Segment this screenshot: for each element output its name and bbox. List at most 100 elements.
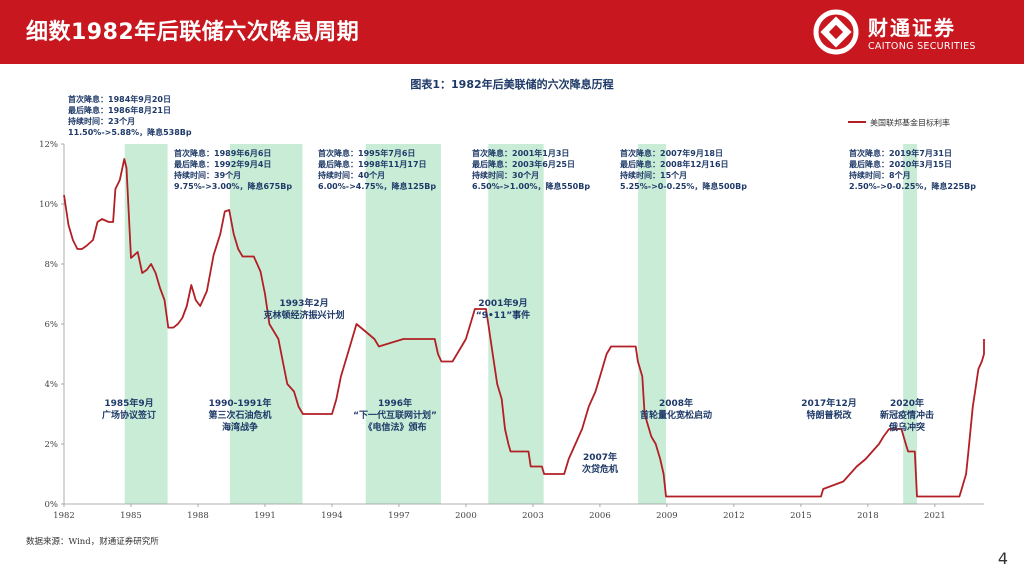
cut-cycle-notes: 首次降息：1984年9月20日最后降息：1986年8月21日持续时间：23个月1… bbox=[68, 94, 976, 191]
event-annotation-line: “9•11”事件 bbox=[476, 309, 530, 321]
x-tick-label: 2003 bbox=[522, 511, 544, 521]
chart-legend: 美国联邦基金目标利率 bbox=[848, 118, 950, 128]
cut-period-shade-1 bbox=[124, 144, 168, 504]
event-annotation-line: 1985年9月 bbox=[104, 397, 153, 409]
cut-cycle-note-6: 首次降息：2019年7月31日最后降息：2020年3月15日持续时间：8个月2.… bbox=[849, 148, 976, 191]
x-tick-label: 1985 bbox=[120, 511, 142, 521]
y-tick-label: 8% bbox=[45, 260, 59, 270]
page-number: 4 bbox=[997, 549, 1008, 568]
cut-cycle-note-line: 最后降息：1986年8月21日 bbox=[68, 105, 171, 115]
x-tick-label: 2021 bbox=[924, 511, 946, 521]
logo-emblem-icon bbox=[813, 9, 859, 55]
event-annotation-line: “下一代互联网计划” bbox=[353, 409, 437, 421]
cut-cycle-note-line: 最后降息：2003年6月25日 bbox=[472, 159, 575, 169]
event-annotation-line: 2007年 bbox=[583, 451, 617, 463]
x-tick-label: 2000 bbox=[455, 511, 477, 521]
cut-cycle-note-line: 6.50%->1.00%，降息550Bp bbox=[472, 181, 590, 191]
page-title: 细数1982年后联储六次降息周期 bbox=[26, 20, 360, 45]
event-annotation-line: 2020年 bbox=[890, 397, 924, 409]
cut-cycle-note-line: 6.00%->4.75%，降息125Bp bbox=[318, 181, 436, 191]
x-tick-label: 2015 bbox=[790, 511, 812, 521]
cut-cycle-note-4: 首次降息：2001年1月3日最后降息：2003年6月25日持续时间：30个月6.… bbox=[472, 148, 590, 191]
y-tick-label: 12% bbox=[39, 140, 58, 150]
cut-cycle-note-line: 持续时间：39个月 bbox=[174, 170, 241, 180]
x-tick-label: 2018 bbox=[857, 511, 879, 521]
x-tick-label: 1988 bbox=[187, 511, 209, 521]
cut-cycle-note-line: 首次降息：1989年6月6日 bbox=[174, 148, 271, 158]
x-tick-label: 2006 bbox=[589, 511, 611, 521]
cut-cycle-note-line: 持续时间：8个月 bbox=[849, 170, 911, 180]
cut-cycle-note-line: 最后降息：2008年12月16日 bbox=[620, 159, 729, 169]
y-tick-label: 0% bbox=[45, 500, 59, 510]
event-annotation-line: 特朗普税改 bbox=[806, 409, 852, 421]
cut-cycle-note-line: 持续时间：30个月 bbox=[472, 170, 539, 180]
event-annotation-line: 海湾战争 bbox=[222, 421, 258, 433]
logo-chinese-name: 财通证券 bbox=[868, 16, 956, 40]
cut-cycle-note-5: 首次降息：2007年9月18日最后降息：2008年12月16日持续时间：15个月… bbox=[620, 148, 747, 191]
event-annotation-line: 俄乌冲突 bbox=[888, 421, 925, 433]
event-annotation-4: 1996年“下一代互联网计划”《电信法》颁布 bbox=[353, 397, 437, 433]
event-annotation-5: 2001年9月“9•11”事件 bbox=[476, 297, 530, 321]
fed-rate-chart: 0% 2% 4% 6% 8% 10% 12% 1982 1985 1988 1991 1994 1997… bbox=[26, 77, 985, 547]
cut-cycle-note-line: 首次降息：2007年9月18日 bbox=[620, 148, 723, 158]
y-tick-label: 6% bbox=[45, 320, 59, 330]
fed-funds-rate-line bbox=[63, 158, 985, 498]
x-tick-label: 1982 bbox=[53, 511, 75, 521]
cut-cycle-note-line: 持续时间：23个月 bbox=[68, 116, 135, 126]
cut-cycle-note-line: 2.50%->0-0.25%，降息225Bp bbox=[849, 181, 976, 191]
event-annotation-line: 克林顿经济振兴计划 bbox=[263, 309, 344, 321]
data-source: 数据来源：Wind，财通证券研究所 bbox=[26, 536, 159, 547]
cut-cycle-note-line: 最后降息：2020年3月15日 bbox=[849, 159, 952, 169]
event-annotation-line: 1993年2月 bbox=[279, 297, 328, 309]
x-tick-label: 1997 bbox=[388, 511, 410, 521]
y-tick-label: 10% bbox=[39, 200, 58, 210]
cut-cycle-note-1: 首次降息：1984年9月20日最后降息：1986年8月21日持续时间：23个月1… bbox=[68, 94, 192, 137]
logo-english-name: CAITONG SECURITIES bbox=[868, 41, 976, 52]
event-annotation-line: 首轮量化宽松启动 bbox=[640, 409, 712, 421]
event-annotation-line: 1990-1991年 bbox=[209, 397, 272, 409]
chart-title: 图表1：1982年后美联储的六次降息历程 bbox=[410, 77, 613, 91]
cut-cycle-note-line: 持续时间：40个月 bbox=[318, 170, 385, 180]
cut-cycle-note-line: 首次降息：1995年7月6日 bbox=[318, 148, 415, 158]
event-annotation-line: 次贷危机 bbox=[582, 463, 618, 475]
x-tick-label: 2012 bbox=[723, 511, 745, 521]
cut-cycle-note-3: 首次降息：1995年7月6日最后降息：1998年11月17日持续时间：40个月6… bbox=[318, 148, 436, 191]
x-tick-label: 1991 bbox=[254, 511, 276, 521]
cut-cycle-note-line: 首次降息：1984年9月20日 bbox=[68, 94, 171, 104]
cut-cycle-note-line: 5.25%->0-0.25%，降息500Bp bbox=[620, 181, 747, 191]
x-tick-label: 2009 bbox=[656, 511, 678, 521]
legend-label: 美国联邦基金目标利率 bbox=[870, 118, 950, 128]
event-annotation-line: 《电信法》颁布 bbox=[363, 421, 426, 433]
cut-period-shade-3 bbox=[365, 144, 441, 504]
cut-period-shade-2 bbox=[229, 144, 303, 504]
cut-cycle-note-line: 持续时间：15个月 bbox=[620, 170, 687, 180]
cut-period-shades bbox=[124, 144, 918, 504]
cut-cycle-note-line: 首次降息：2019年7月31日 bbox=[849, 148, 952, 158]
event-annotation-line: 2017年12月 bbox=[801, 397, 857, 409]
event-annotation-line: 2008年 bbox=[659, 397, 693, 409]
y-tick-label: 2% bbox=[45, 440, 59, 450]
cut-cycle-note-line: 首次降息：2001年1月3日 bbox=[472, 148, 569, 158]
brand-logo: 财通证券 CAITONG SECURITIES bbox=[812, 8, 1012, 58]
cut-period-shade-5 bbox=[638, 144, 667, 504]
cut-cycle-note-2: 首次降息：1989年6月6日最后降息：1992年9月4日持续时间：39个月9.7… bbox=[174, 148, 292, 191]
event-annotation-line: 新冠疫情冲击 bbox=[880, 409, 934, 421]
y-tick-label: 4% bbox=[45, 380, 59, 390]
cut-cycle-note-line: 11.50%->5.88%，降息538Bp bbox=[68, 127, 192, 137]
cut-cycle-note-line: 最后降息：1992年9月4日 bbox=[174, 159, 271, 169]
cut-period-shade-6 bbox=[903, 144, 918, 504]
event-annotation-line: 1996年 bbox=[378, 397, 412, 409]
event-annotation-line: 第三次石油危机 bbox=[208, 409, 271, 421]
event-annotation-line: 2001年9月 bbox=[478, 297, 527, 309]
axis-tick-labels: 0% 2% 4% 6% 8% 10% 12% 1982 1985 1988 1991 1994 1997… bbox=[39, 140, 946, 521]
x-tick-label: 1994 bbox=[321, 511, 343, 521]
cut-cycle-note-line: 9.75%->3.00%，降息675Bp bbox=[174, 181, 292, 191]
event-annotation-line: 广场协议签订 bbox=[102, 409, 156, 421]
